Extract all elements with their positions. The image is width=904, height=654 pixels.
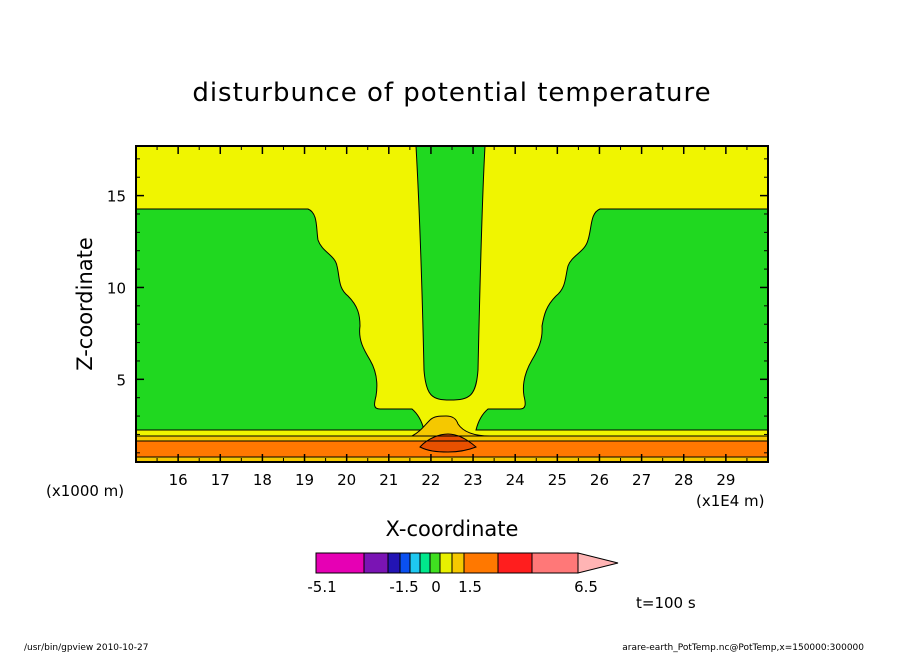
colorbar-cell [463, 552, 499, 574]
colorbar-label: 0 [431, 578, 441, 596]
y-tick-label: 10 [107, 279, 126, 297]
x-tick-label: 25 [548, 471, 567, 489]
minor-ticks [136, 146, 768, 462]
colorbar-cell [419, 552, 431, 574]
field-contour-line [136, 435, 768, 442]
chart-title: disturbunce of potential temperature [192, 78, 711, 108]
colorbar-cell [451, 552, 465, 574]
colorbar-cell [315, 552, 365, 574]
y-tick-label: 5 [116, 371, 126, 389]
x-tick-label: 19 [295, 471, 314, 489]
colorbar-cell [531, 552, 579, 574]
x-tick-label: 22 [421, 471, 440, 489]
footer-right: arare-earth_PotTemp.nc@PotTemp,x=150000:… [622, 643, 864, 653]
field-core [419, 433, 477, 453]
field-region-left [135, 208, 425, 431]
colorbar-cell [409, 552, 421, 574]
y-tick-label: 15 [107, 188, 126, 206]
y-ticks: 5 10 15 [107, 188, 768, 389]
colorbar-cell [363, 552, 389, 574]
x-tick-label: 20 [337, 471, 356, 489]
x-unit-label: (x1000 m) [46, 482, 124, 500]
colorbar-arrow [577, 552, 619, 574]
field-region-plume [415, 145, 486, 401]
colorbar-cell [399, 552, 411, 574]
field-region-right [475, 208, 769, 431]
x-tick-label: 18 [253, 471, 272, 489]
colorbar-cell [387, 552, 401, 574]
x-tick-label: 28 [674, 471, 693, 489]
time-label: t=100 s [636, 594, 696, 612]
x-tick-label: 17 [211, 471, 230, 489]
x-tick-label: 23 [464, 471, 483, 489]
x-tick-label: 26 [590, 471, 609, 489]
colorbar-cell [439, 552, 453, 574]
colorbar-label: 6.5 [574, 578, 598, 596]
colorbar-labels: -5.1 -1.5 0 1.5 6.5 [307, 578, 598, 596]
x-axis-label: X-coordinate [386, 517, 519, 541]
x-tick-label: 24 [506, 471, 525, 489]
footer-left: /usr/bin/gpview 2010-10-27 [24, 643, 148, 653]
colorbar-label: 1.5 [458, 578, 482, 596]
colorbar-label: -5.1 [307, 578, 336, 596]
x-scale-label: (x1E4 m) [696, 492, 765, 510]
x-tick-label: 27 [632, 471, 651, 489]
colorbar-cell [429, 552, 441, 574]
x-tick-label: 21 [379, 471, 398, 489]
x-ticks: 16 17 18 19 20 21 22 23 24 25 26 27 28 29 [169, 146, 735, 489]
contour-field [135, 145, 769, 463]
x-tick-label: 16 [169, 471, 188, 489]
colorbar [315, 552, 619, 574]
colorbar-cell [497, 552, 533, 574]
colorbar-label: -1.5 [389, 578, 418, 596]
x-tick-label: 29 [716, 471, 735, 489]
y-axis-label: Z-coordinate [73, 237, 97, 371]
